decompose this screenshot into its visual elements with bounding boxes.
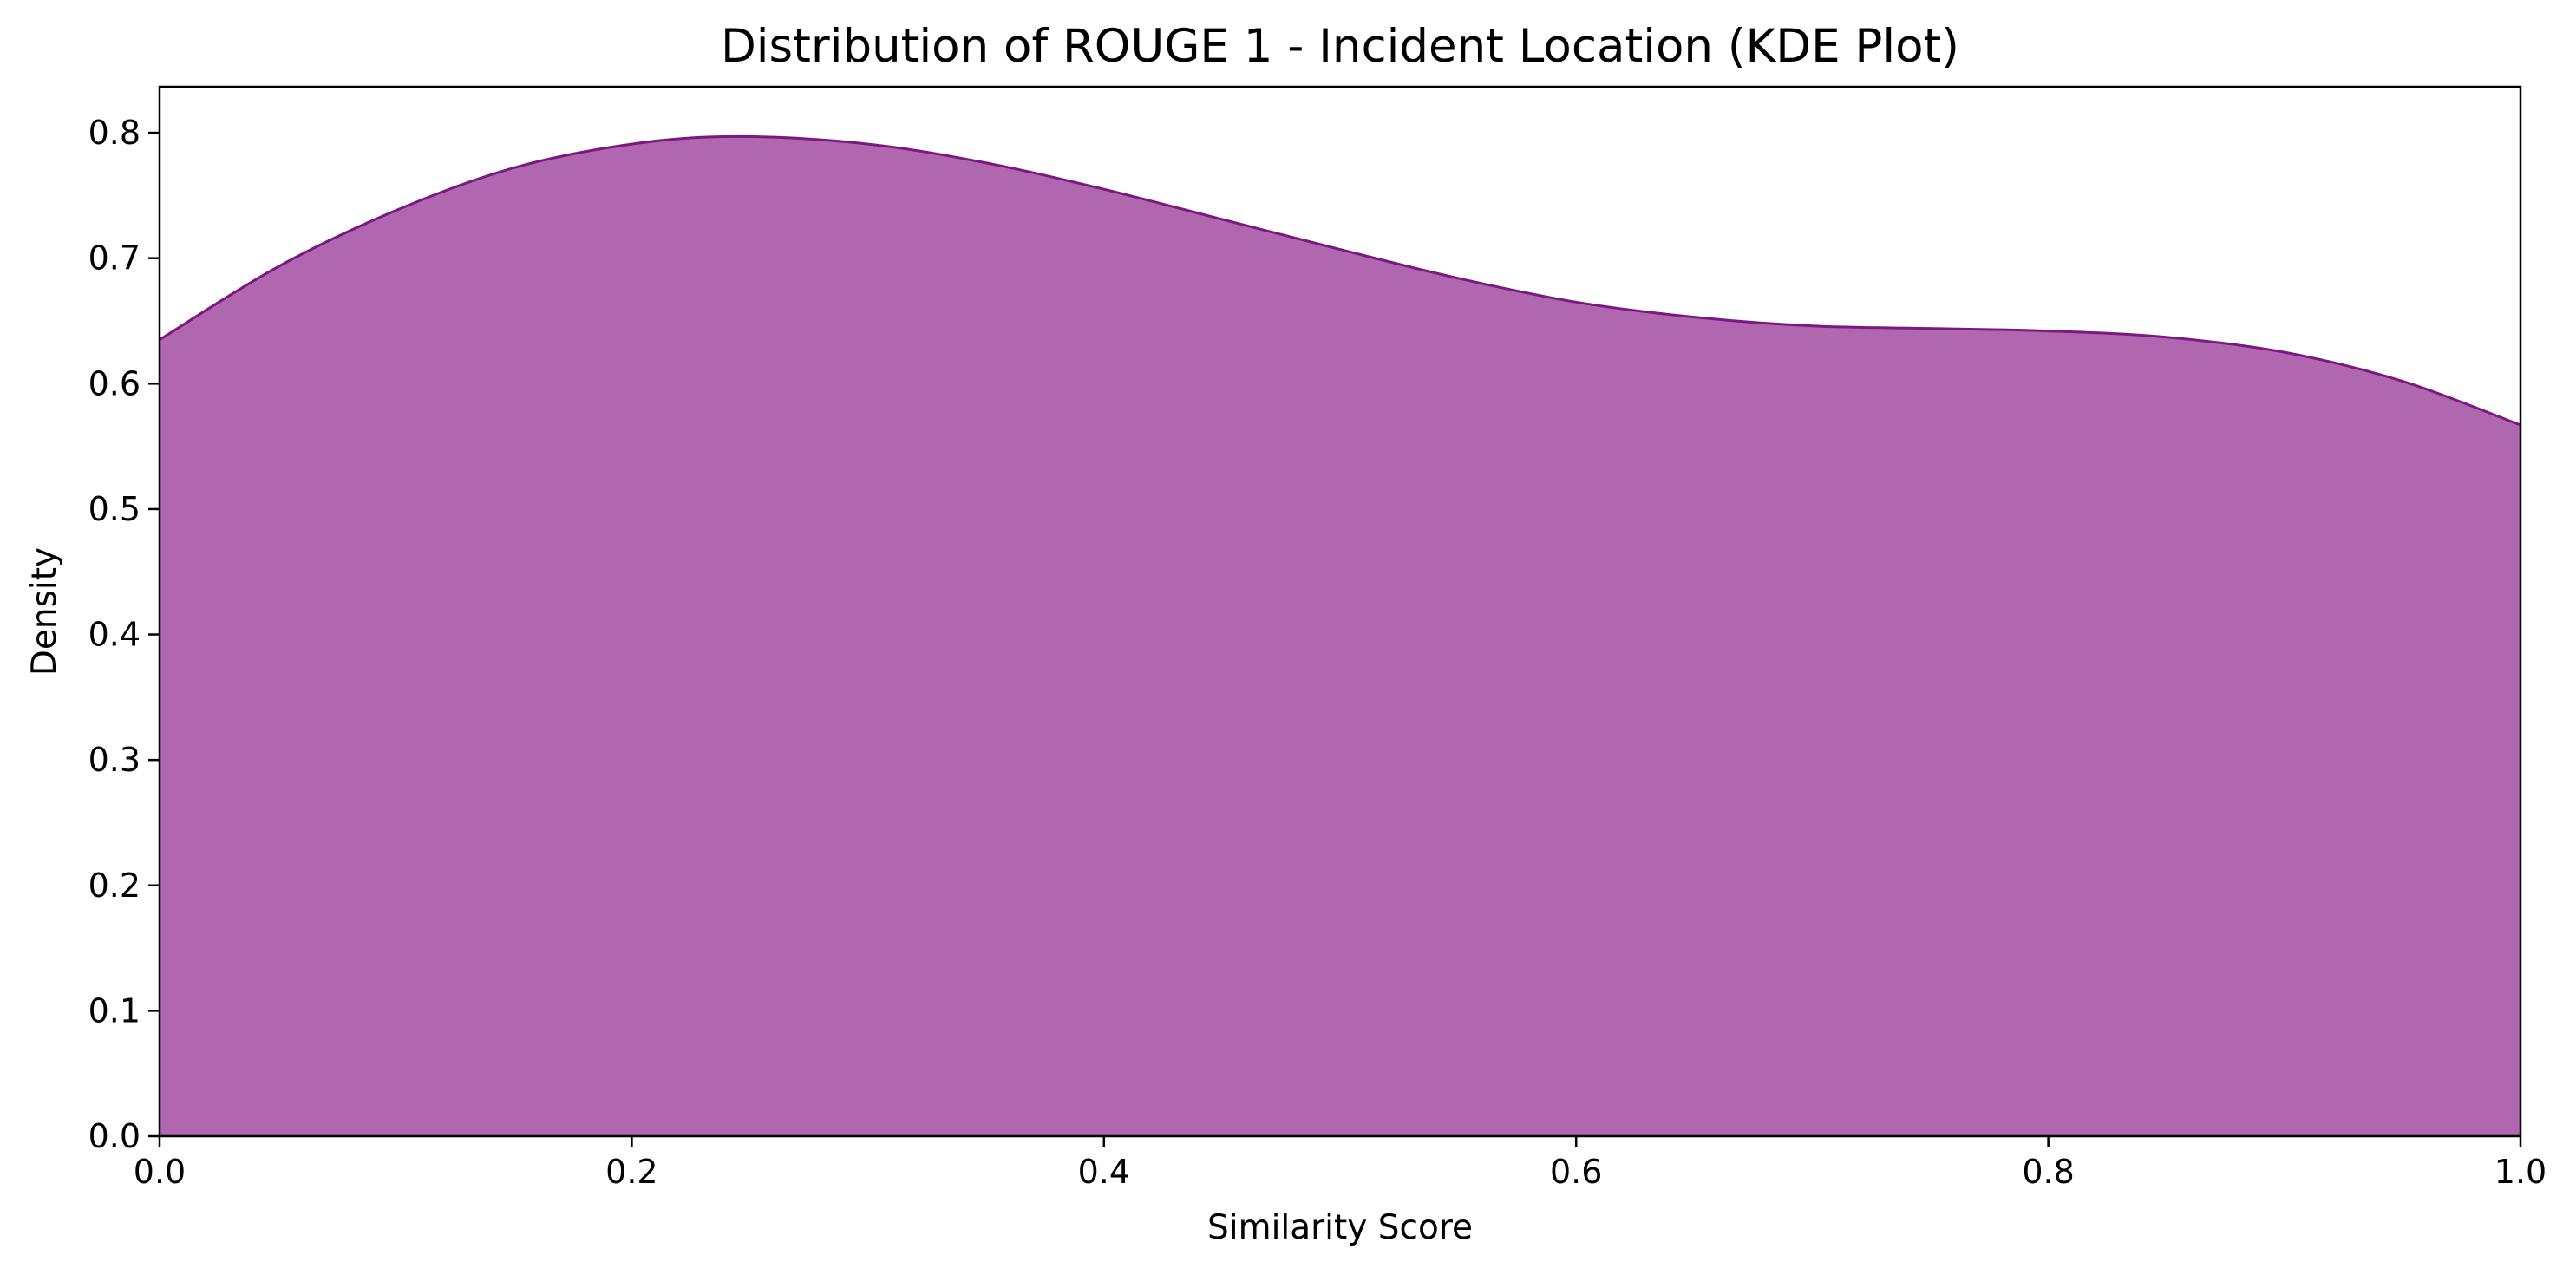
x-tick-label-1: 0.2: [605, 1153, 657, 1191]
y-tick-label-3: 0.3: [88, 741, 141, 779]
y-tick-label-0: 0.0: [88, 1117, 141, 1155]
y-axis-label: Density: [25, 547, 64, 676]
x-tick-label-3: 0.6: [1550, 1153, 1602, 1191]
x-tick-label-2: 0.4: [1078, 1153, 1130, 1191]
y-axis: 0.0 0.1 0.2 0.3 0.4 0.5 0.6 0.7 0.8: [88, 114, 160, 1155]
x-axis: 0.0 0.2 0.4 0.6 0.8 1.0: [134, 1136, 2547, 1191]
y-tick-label-8: 0.8: [88, 114, 141, 152]
x-tick-label-4: 0.8: [2022, 1153, 2074, 1191]
y-tick-label-2: 0.2: [88, 866, 141, 905]
y-tick-label-6: 0.6: [88, 364, 141, 402]
x-axis-label: Similarity Score: [1207, 1208, 1473, 1247]
kde-area-0: [160, 136, 2520, 1136]
chart-title: Distribution of ROUGE 1 - Incident Locat…: [721, 20, 1959, 73]
y-tick-label-5: 0.5: [88, 490, 141, 528]
x-tick-label-0: 0.0: [134, 1153, 186, 1191]
x-tick-label-5: 1.0: [2494, 1153, 2547, 1191]
kde-line-0: [159, 134, 2521, 427]
plot-area: [159, 134, 2521, 1136]
y-tick-label-7: 0.7: [88, 239, 141, 278]
y-tick-label-4: 0.4: [88, 616, 141, 654]
plot-frame: [158, 85, 2522, 1138]
y-tick-label-1: 0.1: [88, 991, 141, 1030]
